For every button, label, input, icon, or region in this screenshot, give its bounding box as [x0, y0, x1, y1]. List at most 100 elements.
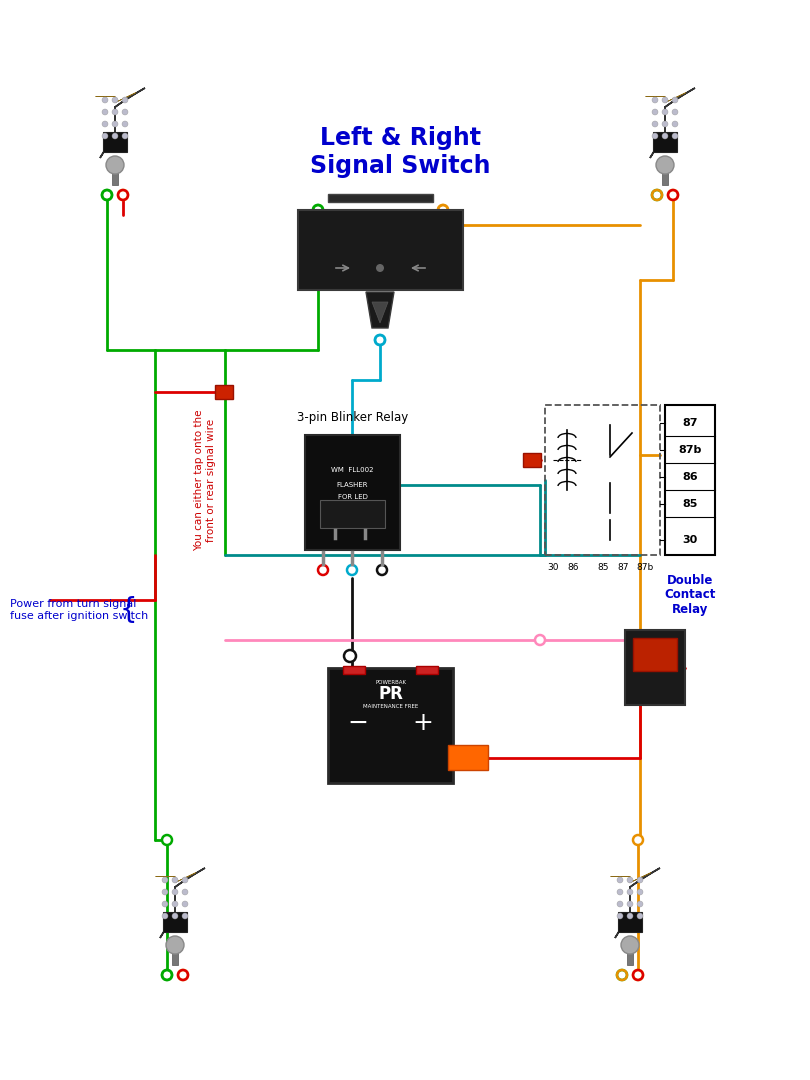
Bar	[298, 210, 463, 291]
Polygon shape	[611, 873, 651, 882]
Circle shape	[438, 205, 448, 215]
Circle shape	[162, 889, 168, 895]
Circle shape	[637, 913, 643, 919]
Polygon shape	[650, 89, 695, 158]
Bar	[215, 384, 233, 399]
Text: 30: 30	[682, 535, 697, 545]
Circle shape	[438, 205, 448, 215]
Text: 30: 30	[548, 563, 559, 571]
Circle shape	[172, 889, 178, 895]
Circle shape	[376, 264, 384, 272]
Circle shape	[617, 889, 623, 895]
Text: +: +	[412, 711, 433, 735]
Circle shape	[672, 133, 678, 139]
Circle shape	[162, 970, 172, 980]
Circle shape	[668, 190, 678, 200]
Circle shape	[617, 970, 627, 980]
Circle shape	[621, 936, 639, 954]
Bar	[653, 132, 677, 152]
Circle shape	[652, 121, 658, 127]
Text: You can either tap onto the
front or rear signal wire: You can either tap onto the front or rea…	[194, 409, 215, 551]
Bar	[305, 435, 400, 550]
Polygon shape	[96, 93, 136, 103]
Circle shape	[102, 190, 112, 200]
Circle shape	[652, 97, 658, 103]
Text: 85: 85	[597, 563, 609, 571]
Text: 86: 86	[567, 563, 579, 571]
Circle shape	[162, 970, 172, 980]
Circle shape	[662, 109, 668, 114]
Circle shape	[347, 565, 357, 575]
Circle shape	[106, 156, 124, 174]
Text: WM  FLL002: WM FLL002	[331, 467, 373, 473]
Text: 3-pin Blinker Relay: 3-pin Blinker Relay	[297, 410, 408, 423]
Bar	[112, 167, 118, 185]
Circle shape	[172, 913, 178, 919]
Bar	[523, 453, 541, 467]
Circle shape	[375, 335, 385, 345]
Circle shape	[313, 205, 323, 215]
Bar	[328, 194, 433, 202]
Bar	[625, 630, 685, 705]
Circle shape	[627, 901, 633, 907]
Text: PR: PR	[378, 685, 403, 703]
Circle shape	[633, 970, 643, 980]
Text: 87b: 87b	[678, 445, 701, 455]
Circle shape	[162, 913, 168, 919]
Circle shape	[172, 877, 178, 883]
Polygon shape	[100, 89, 145, 158]
Circle shape	[617, 913, 623, 919]
Circle shape	[617, 901, 623, 907]
Circle shape	[627, 889, 633, 895]
Text: 86: 86	[682, 472, 697, 482]
Circle shape	[122, 109, 128, 114]
Circle shape	[112, 109, 118, 114]
Circle shape	[637, 877, 643, 883]
Circle shape	[166, 936, 184, 954]
Circle shape	[652, 190, 662, 200]
Circle shape	[118, 190, 128, 200]
Circle shape	[662, 133, 668, 139]
Text: 24V 0.1W~150W: 24V 0.1W~150W	[329, 505, 376, 511]
Circle shape	[377, 565, 387, 575]
Bar	[343, 666, 365, 674]
Circle shape	[633, 970, 643, 980]
Bar	[662, 167, 668, 185]
Circle shape	[182, 889, 188, 895]
Text: MAINTENANCE FREE: MAINTENANCE FREE	[363, 703, 418, 708]
Circle shape	[122, 97, 128, 103]
Circle shape	[102, 190, 112, 200]
Circle shape	[112, 97, 118, 103]
Bar	[103, 132, 127, 152]
Text: Power from turn signal
fuse after ignition switch: Power from turn signal fuse after igniti…	[10, 599, 148, 621]
Circle shape	[102, 133, 108, 139]
Circle shape	[637, 889, 643, 895]
Circle shape	[535, 635, 545, 645]
Circle shape	[627, 877, 633, 883]
Circle shape	[617, 970, 627, 980]
Bar	[665, 405, 715, 555]
Polygon shape	[366, 292, 394, 328]
Circle shape	[122, 133, 128, 139]
Circle shape	[672, 109, 678, 114]
Circle shape	[672, 97, 678, 103]
Text: 87: 87	[682, 418, 697, 428]
Bar	[320, 500, 385, 528]
Circle shape	[662, 97, 668, 103]
Circle shape	[178, 970, 188, 980]
Text: FOR LED: FOR LED	[338, 494, 368, 500]
Bar	[618, 912, 642, 932]
Circle shape	[112, 121, 118, 127]
Text: {: {	[120, 596, 138, 624]
Circle shape	[102, 97, 108, 103]
Circle shape	[344, 650, 356, 662]
Polygon shape	[372, 302, 388, 323]
Text: −: −	[347, 711, 369, 735]
Circle shape	[172, 901, 178, 907]
Text: 87: 87	[617, 563, 629, 571]
Bar	[416, 666, 438, 674]
Circle shape	[627, 913, 633, 919]
Text: 87b: 87b	[637, 563, 654, 571]
Circle shape	[313, 205, 323, 215]
Circle shape	[182, 877, 188, 883]
